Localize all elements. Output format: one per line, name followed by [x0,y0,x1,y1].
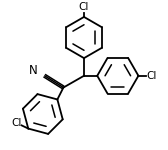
Text: N: N [29,64,38,77]
Text: Cl: Cl [79,2,89,12]
Text: Cl: Cl [146,71,157,81]
Text: Cl: Cl [11,118,22,128]
